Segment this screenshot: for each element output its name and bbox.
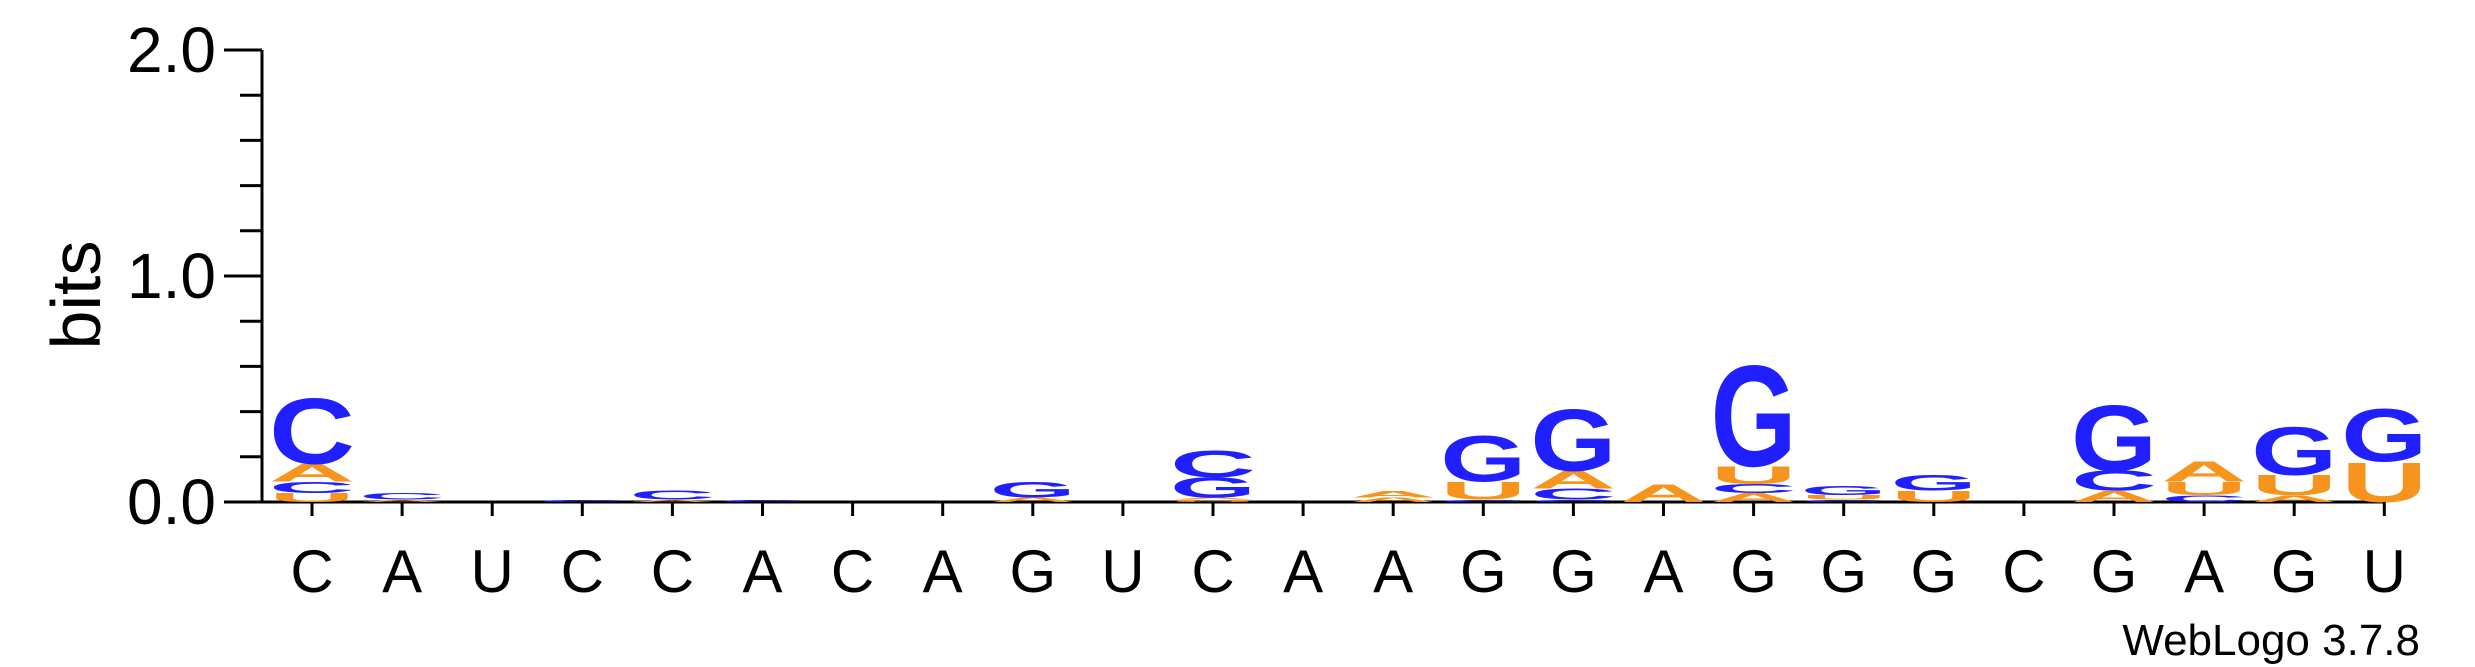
logo-letter-G: G	[2341, 394, 2427, 478]
logo-letter-A: A	[2251, 494, 2337, 504]
x-tick-label: G	[1730, 538, 1777, 605]
logo-letter-A: A	[359, 499, 445, 503]
y-tick-label: 2.0	[127, 14, 216, 86]
logo-letter-G: G	[1891, 471, 1977, 496]
x-tick-label: G	[2091, 538, 2138, 605]
logo-letter-G: G	[1530, 392, 1616, 490]
x-tick-label: C	[651, 538, 694, 605]
logo-letter-G: G	[1170, 472, 1256, 504]
logo-letter-C: C	[1440, 499, 1526, 503]
x-tick-label: A	[1373, 538, 1413, 605]
x-tick-label: A	[1643, 538, 1683, 605]
logo-letter-C: C	[269, 479, 355, 497]
logo-letter-G: G	[990, 478, 1076, 503]
logo-letter-A: A	[2161, 457, 2247, 488]
logo-letter-A: A	[269, 459, 355, 487]
x-tick-label: A	[382, 538, 422, 605]
logo-letter-C: C	[1530, 486, 1616, 504]
y-tick-label: 0.0	[127, 466, 216, 538]
x-tick-label: A	[1283, 538, 1323, 605]
y-axis-label: bits	[37, 241, 115, 350]
logo-letter-C: C	[1170, 443, 1256, 485]
logo-letter-C: C	[359, 491, 445, 501]
logo-letter-A: A	[1350, 489, 1436, 499]
x-tick-label: C	[2002, 538, 2045, 605]
x-tick-label: A	[742, 538, 782, 605]
logo-letter-C: C	[720, 499, 806, 503]
logo-letter-U: U	[2251, 470, 2337, 501]
x-tick-label: A	[2184, 538, 2224, 605]
logo-letter-A: A	[1711, 491, 1797, 505]
logo-letter-A: A	[1170, 497, 1256, 501]
x-tick-label: U	[471, 538, 514, 605]
x-tick-label: C	[831, 538, 874, 605]
y-axis: 0.0 1.0 2.0	[127, 14, 2385, 538]
logo-letter-G: G	[2071, 385, 2157, 490]
x-tick-label: G	[2271, 538, 2318, 605]
logo-letter-A: A	[2071, 488, 2157, 506]
logo-letter-U: U	[1711, 461, 1797, 489]
logo-letter-G: G	[1440, 423, 1526, 496]
logo-letter-G: G	[2251, 413, 2337, 490]
logo-letter-G: G	[1801, 484, 1887, 498]
logo-letter-C: C	[1711, 482, 1797, 496]
logo-letter-C: C	[539, 499, 625, 503]
logo-letter-A: A	[629, 499, 715, 503]
logo-letter-C: C	[629, 488, 715, 502]
x-tick-label: G	[1460, 538, 1507, 605]
logo-letter-C: C	[1801, 499, 1887, 503]
x-tick-label: U	[1101, 538, 1144, 605]
version-label: WebLogo 3.7.8	[2122, 616, 2420, 665]
logo-letter-A: A	[1530, 466, 1616, 494]
x-tick-label: C	[561, 538, 604, 605]
logo-letter-U: U	[269, 491, 355, 505]
logo-letter-U: U	[1801, 494, 1887, 501]
y-tick-label: 1.0	[127, 240, 216, 312]
logo-letter-A: A	[990, 496, 1076, 503]
x-tick-label: C	[290, 538, 333, 605]
x-tick-label: G	[1910, 538, 1957, 605]
logo-letter-U: U	[1170, 499, 1256, 503]
x-tick-label: G	[1550, 538, 1597, 605]
x-tick-label: G	[1820, 538, 1867, 605]
logo-letter-U: U	[1440, 477, 1526, 505]
logo-letter-C: C	[2161, 494, 2247, 504]
logo-letter-U: U	[1891, 488, 1977, 506]
x-tick-label: C	[1191, 538, 1234, 605]
x-tick-label: G	[1009, 538, 1056, 605]
logo-letter-C: C	[269, 378, 355, 483]
x-tick-label: A	[923, 538, 963, 605]
logo-letter-C: C	[2071, 466, 2157, 497]
logo-letter-U: U	[2161, 478, 2247, 499]
logo-letter-A: A	[1350, 496, 1436, 503]
logo-letter-G: G	[1711, 337, 1797, 498]
x-tick-label: U	[2363, 538, 2406, 605]
logo-letter-C: C	[1530, 499, 1616, 503]
